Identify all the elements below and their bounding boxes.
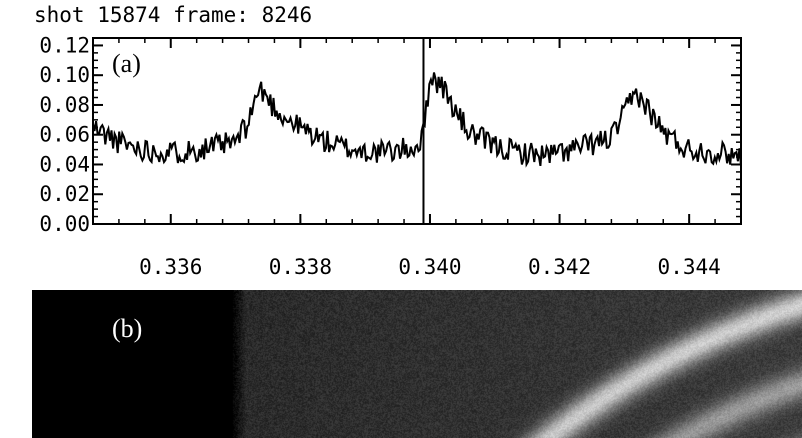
panel-b-label: (b) bbox=[112, 314, 143, 343]
y-tick-label: 0.02 bbox=[39, 182, 90, 206]
plot-frame bbox=[92, 37, 742, 225]
camera-image-panel: (b) bbox=[32, 290, 802, 438]
series-line bbox=[92, 72, 742, 168]
y-axis: 0.00 0.02 0.04 0.06 0.08 0.10 0.12 bbox=[39, 33, 741, 236]
x-axis: 0.336 0.338 0.340 0.342 0.344 bbox=[92, 38, 742, 279]
y-tick-label: 0.08 bbox=[39, 93, 90, 117]
x-tick-label: 0.342 bbox=[528, 255, 591, 279]
y-tick-label: 0.00 bbox=[39, 212, 90, 236]
x-tick-label: 0.340 bbox=[398, 255, 461, 279]
x-tick-label: 0.338 bbox=[269, 255, 332, 279]
panel-a-label: (a) bbox=[112, 49, 141, 78]
line-chart-figure: shot 15874 frame: 8246 0.00 0.02 0.04 0.06 0… bbox=[34, 3, 742, 279]
x-tick-label: 0.344 bbox=[658, 255, 721, 279]
x-tick-label: 0.336 bbox=[139, 255, 202, 279]
chart-title: shot 15874 frame: 8246 bbox=[34, 3, 312, 27]
y-tick-label: 0.06 bbox=[39, 123, 90, 147]
y-tick-label: 0.04 bbox=[39, 152, 90, 176]
y-tick-label: 0.10 bbox=[39, 63, 90, 87]
camera-image bbox=[32, 290, 802, 438]
y-tick-label: 0.12 bbox=[39, 33, 90, 57]
line-chart: shot 15874 frame: 8246 0.000.020.040.060… bbox=[34, 3, 742, 279]
